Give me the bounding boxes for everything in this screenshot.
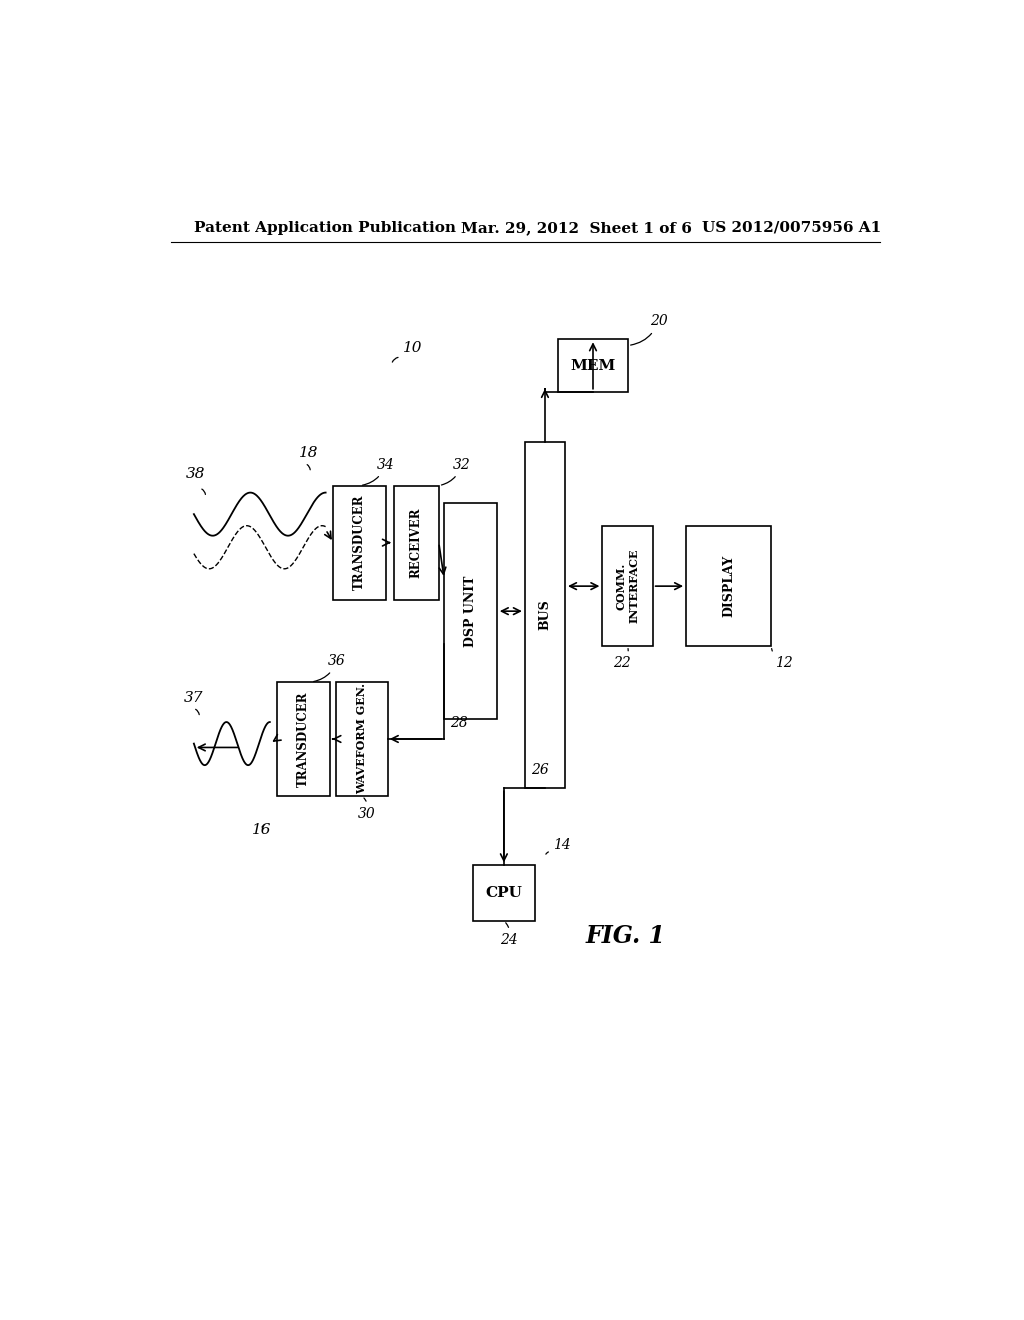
Text: DSP UNIT: DSP UNIT xyxy=(464,576,477,647)
Text: 20: 20 xyxy=(631,314,668,345)
Text: 37: 37 xyxy=(183,692,204,705)
Text: 32: 32 xyxy=(441,458,470,484)
Text: CPU: CPU xyxy=(485,886,522,900)
Text: 24: 24 xyxy=(500,923,518,946)
Bar xyxy=(602,527,652,645)
Text: 36: 36 xyxy=(313,653,346,681)
Text: COMM.
INTERFACE: COMM. INTERFACE xyxy=(615,549,639,623)
Text: 30: 30 xyxy=(358,799,376,821)
Text: 14: 14 xyxy=(553,838,570,853)
Text: FIG. 1: FIG. 1 xyxy=(586,924,666,948)
Bar xyxy=(524,442,565,788)
Bar xyxy=(473,866,535,921)
Text: WAVEFORM GEN.: WAVEFORM GEN. xyxy=(356,684,368,795)
Text: 34: 34 xyxy=(362,458,394,486)
Bar xyxy=(558,339,628,392)
Bar xyxy=(394,486,438,599)
Text: 12: 12 xyxy=(772,648,793,671)
Text: 16: 16 xyxy=(252,824,271,837)
Bar xyxy=(276,682,330,796)
Text: US 2012/0075956 A1: US 2012/0075956 A1 xyxy=(701,220,881,235)
Text: 22: 22 xyxy=(613,648,631,671)
Text: Mar. 29, 2012  Sheet 1 of 6: Mar. 29, 2012 Sheet 1 of 6 xyxy=(461,220,692,235)
Text: 28: 28 xyxy=(451,715,468,730)
Text: MEM: MEM xyxy=(570,359,615,372)
Bar xyxy=(444,503,497,719)
Text: TRANSDUCER: TRANSDUCER xyxy=(297,692,309,787)
Text: 38: 38 xyxy=(186,467,206,480)
Text: Patent Application Publication: Patent Application Publication xyxy=(194,220,456,235)
Text: 26: 26 xyxy=(531,763,549,777)
Bar xyxy=(334,486,386,599)
Text: TRANSDUCER: TRANSDUCER xyxy=(353,495,367,590)
Text: BUS: BUS xyxy=(539,599,552,631)
Text: DISPLAY: DISPLAY xyxy=(722,554,735,618)
Text: RECEIVER: RECEIVER xyxy=(410,507,423,578)
Text: 18: 18 xyxy=(299,446,318,461)
Bar xyxy=(686,527,771,645)
Bar xyxy=(336,682,388,796)
Text: 10: 10 xyxy=(403,342,423,355)
